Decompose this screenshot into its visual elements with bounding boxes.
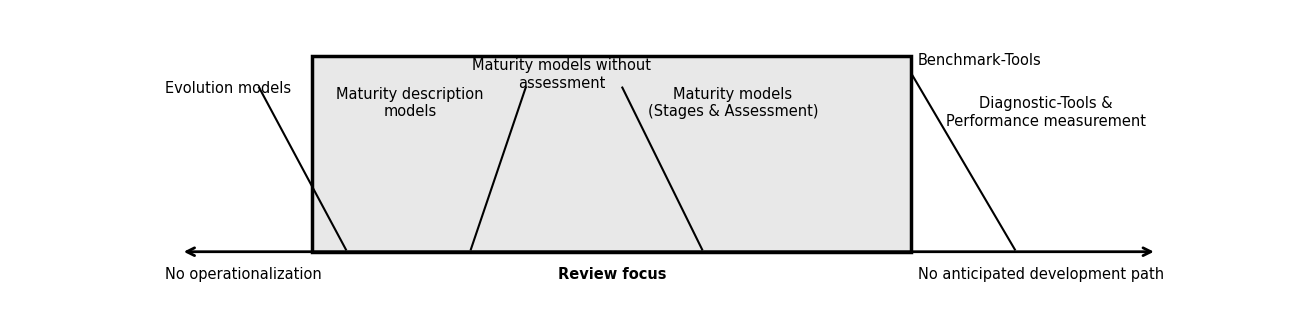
- Text: Diagnostic-Tools &
Performance measurement: Diagnostic-Tools & Performance measureme…: [945, 96, 1146, 129]
- Bar: [312, 56, 911, 252]
- Text: Review focus: Review focus: [557, 267, 667, 282]
- Text: No anticipated development path: No anticipated development path: [918, 267, 1164, 282]
- Text: Evolution models: Evolution models: [165, 81, 290, 96]
- Text: Maturity models without
assessment: Maturity models without assessment: [471, 58, 651, 91]
- Text: Maturity description
models: Maturity description models: [336, 87, 484, 119]
- Text: Benchmark-Tools: Benchmark-Tools: [918, 53, 1042, 68]
- Text: No operationalization: No operationalization: [165, 267, 322, 282]
- Text: Maturity models
(Stages & Assessment): Maturity models (Stages & Assessment): [647, 87, 818, 119]
